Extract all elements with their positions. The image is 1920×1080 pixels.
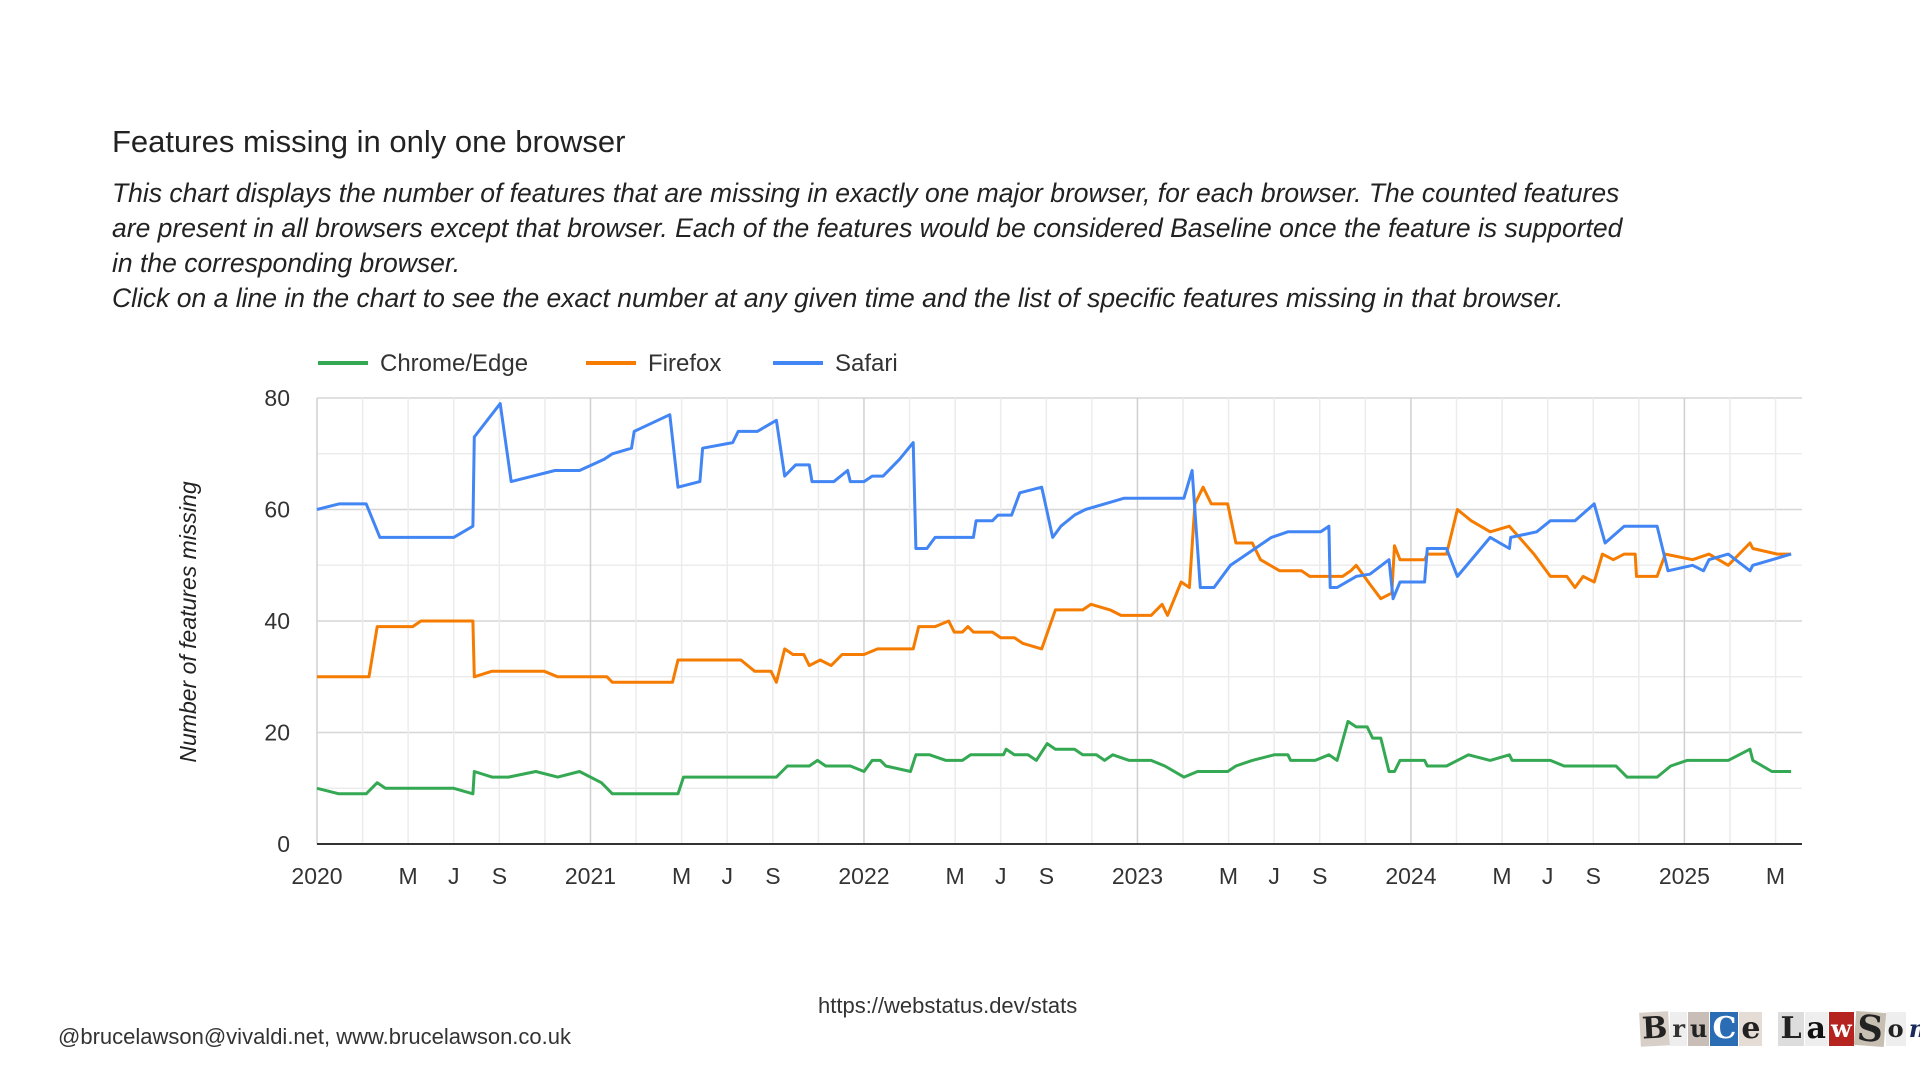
x-tick-label: J: [1542, 863, 1554, 889]
legend-item: Firefox: [586, 350, 721, 377]
legend-label: Safari: [835, 350, 898, 377]
x-tick-label: S: [1039, 863, 1054, 889]
description-line: Click on a line in the chart to see the …: [112, 283, 1564, 313]
y-tick-label: 60: [264, 497, 290, 523]
x-tick-label: 2024: [1385, 863, 1436, 889]
series-line-chrome-edge[interactable]: [316, 719, 1792, 796]
y-axis-label: Number of features missing: [175, 481, 201, 762]
x-tick-label: 2020: [291, 863, 342, 889]
description-line: in the corresponding browser.: [112, 248, 461, 278]
x-tick-label: 2021: [565, 863, 616, 889]
chart-description: This chart displays the number of featur…: [112, 176, 1832, 316]
description-line: are present in all browsers except that …: [112, 213, 1623, 243]
x-tick-label: 2022: [838, 863, 889, 889]
description-line: This chart displays the number of featur…: [112, 178, 1620, 208]
series-line-safari[interactable]: [316, 402, 1792, 601]
x-tick-label: M: [1219, 863, 1238, 889]
x-tick-label: S: [492, 863, 507, 889]
x-tick-label: S: [1586, 863, 1601, 889]
x-tick-label: 2023: [1112, 863, 1163, 889]
x-tick-label: M: [945, 863, 964, 889]
x-tick-label: S: [1312, 863, 1327, 889]
series-lines[interactable]: [316, 402, 1792, 796]
series-line-firefox[interactable]: [317, 485, 1792, 684]
axes: 0 20 40 60 80 2020 M J S 2021 M J S 2022 M J S 2023 M J S 202…: [264, 385, 1802, 889]
legend-label: Firefox: [648, 350, 721, 377]
legend-item: Safari: [773, 350, 898, 377]
x-tick-label: J: [995, 863, 1007, 889]
source-url[interactable]: https://webstatus.dev/stats: [818, 993, 1078, 1018]
y-tick-label: 20: [264, 720, 290, 746]
y-tick-label: 0: [277, 831, 290, 857]
chart-title: Features missing in only one browser: [112, 124, 626, 159]
grid: [316, 397, 1802, 845]
x-tick-label: J: [721, 863, 733, 889]
x-tick-label: J: [1268, 863, 1280, 889]
x-tick-label: M: [1766, 863, 1785, 889]
x-tick-label: S: [765, 863, 780, 889]
x-tick-label: J: [448, 863, 460, 889]
legend-item: Chrome/Edge: [318, 350, 528, 377]
x-tick-label: 2025: [1659, 863, 1710, 889]
x-tick-label: M: [398, 863, 417, 889]
legend-label: Chrome/Edge: [380, 350, 528, 377]
y-tick-label: 40: [264, 608, 290, 634]
legend: Chrome/Edge Firefox Safari: [318, 350, 898, 377]
author-contact: @brucelawson@vivaldi.net, www.brucelawso…: [58, 1024, 572, 1049]
y-tick-label: 80: [264, 385, 290, 411]
x-tick-label: M: [672, 863, 691, 889]
x-tick-label: M: [1492, 863, 1511, 889]
